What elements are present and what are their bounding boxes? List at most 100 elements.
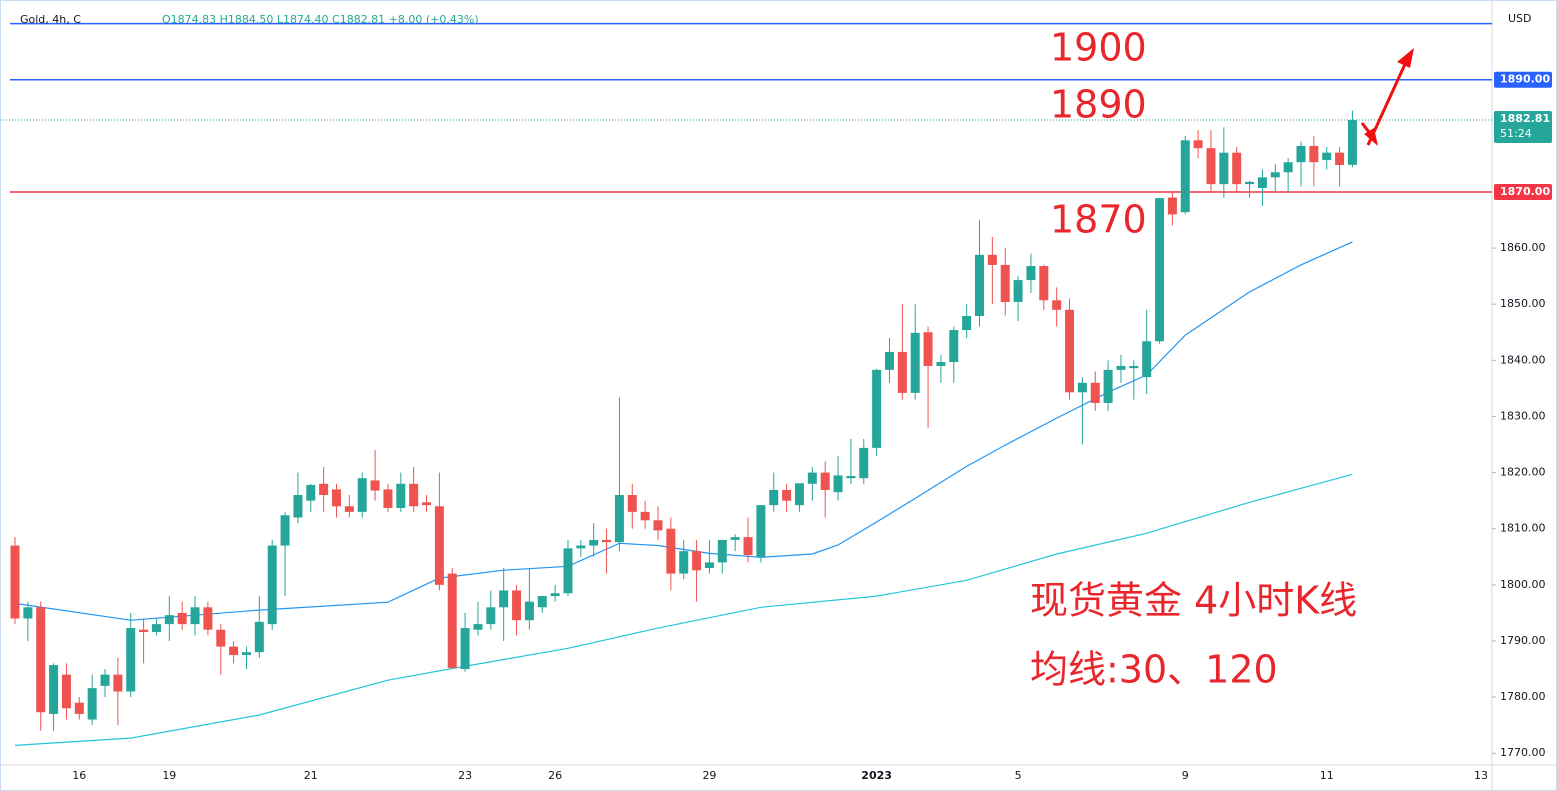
candle-body [846,475,856,479]
candle-body [1193,140,1203,149]
candle-body [61,674,71,709]
price-badge [1494,183,1552,200]
candle-body [550,593,560,597]
countdown: 51:24 [1500,127,1532,140]
candle-body [267,545,277,625]
symbol: Gold, 4h, C [20,13,81,26]
candle-body [769,489,779,506]
candle-body [293,495,303,518]
arrow [1360,48,1414,146]
annotation: 1870 [1050,198,1147,242]
ohlc-legend: O1874.83 H1884.50 L1874.40 C1882.81 +8.0… [162,13,479,26]
moving-average [14,241,1353,621]
y-tick-label: 1770.00 [1500,746,1546,759]
annotation: 1890 [1050,83,1147,127]
candle-body [807,472,817,484]
candle-body [923,332,933,366]
candle-body [447,573,457,668]
candle-body [692,551,702,571]
moving-average [14,473,1353,746]
candle-body [36,607,46,713]
candle-body [254,621,264,653]
candle-body [949,330,959,363]
candle-body [229,646,239,655]
y-tick-label: 1780.00 [1500,690,1546,703]
candle-body [524,601,534,621]
candle-body [126,628,136,692]
annotation: 均线:30、120 [1030,648,1278,692]
candle-body [1103,369,1113,403]
candle-body [280,515,290,546]
candle-body [833,475,843,493]
candle-body [422,502,432,506]
candle-body [1347,120,1357,165]
candle-body [1013,280,1023,302]
candle-body [1309,145,1319,163]
candle-body [1180,140,1190,213]
candle-body [486,607,496,625]
x-tick-label: 11 [1320,769,1334,782]
candle-body [975,254,984,316]
candle-body [460,628,470,670]
candle-body [987,254,997,265]
candle-body [627,495,637,512]
candle-body [962,315,972,331]
candle-body [74,702,84,714]
candle-body [1322,152,1332,160]
currency: USD [1508,12,1532,25]
y-tick-label: 1790.00 [1500,634,1546,647]
candle-body [1257,177,1267,189]
annotation: 1900 [1050,26,1147,70]
y-tick-label: 1830.00 [1500,409,1546,422]
candle-body [653,520,663,531]
candle-body [409,483,419,507]
candle-body [241,652,251,655]
x-tick-label: 5 [1015,769,1022,782]
candle-body [782,489,792,501]
candle-body [383,489,393,508]
candle-body [1026,266,1036,281]
candle-body [1129,365,1139,369]
candle-body [396,483,406,508]
y-tick-label: 1860.00 [1500,241,1546,254]
candle-body [1219,152,1229,185]
candle-body [756,505,766,557]
annotation: 现货黄金 4小时K线 [1030,579,1357,623]
candle-body [1335,152,1345,166]
candle-body [730,537,740,540]
y-tick-label: 1800.00 [1500,578,1546,591]
x-tick-label: 23 [458,769,472,782]
candle-body [1039,266,1049,301]
plot [0,22,1492,746]
candle-body [87,688,97,720]
candle-body [164,615,174,625]
candle-body [177,612,187,625]
candle-body [332,489,341,507]
candle-body [1245,181,1255,185]
candle-body [1296,145,1306,163]
candle-body [1052,300,1062,310]
candle-body [743,537,753,556]
candle-body [910,332,920,393]
candle-body [216,629,226,647]
candle-body [1283,162,1293,173]
x-tick-label: 2023 [861,769,892,782]
candle-body [1206,148,1216,185]
candle-body [589,539,599,546]
x-tick-label: 29 [702,769,716,782]
candle-body [100,674,110,686]
candle-body [113,674,123,692]
candle-body [563,548,573,594]
candle-body [319,483,329,496]
candle-body [1065,309,1075,393]
x-tick-label: 21 [304,769,318,782]
candle-body [49,665,59,714]
candle-body [344,506,354,512]
candle-body [1167,197,1177,215]
x-tick-label: 9 [1182,769,1189,782]
y-tick-label: 1850.00 [1500,297,1546,310]
x-tick-label: 16 [72,769,86,782]
